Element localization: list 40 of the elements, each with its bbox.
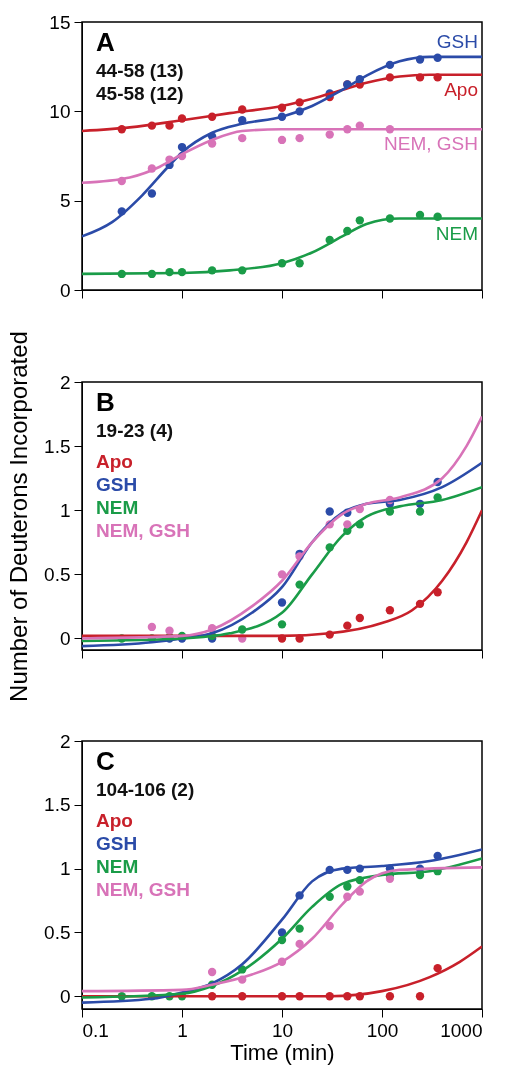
text: NEM xyxy=(96,497,139,518)
y-tick-label: 10 xyxy=(49,100,71,122)
chart-title: B xyxy=(96,387,115,417)
text: NEM, GSH xyxy=(96,520,190,541)
y-tick-label: 0 xyxy=(59,279,71,301)
chart-title: C xyxy=(96,746,115,776)
annotation: 45-58 (12) xyxy=(96,83,184,104)
series-label: Apo xyxy=(444,78,478,100)
annotation: 104-106 (2) xyxy=(96,779,195,800)
text: NEM xyxy=(96,856,139,877)
text: Apo xyxy=(96,810,133,831)
y-tick-label: 0 xyxy=(59,627,71,649)
series-label: NEM, GSH xyxy=(384,133,478,155)
y-tick-label: 2 xyxy=(59,371,71,393)
y-tick-label: 0 xyxy=(59,985,71,1007)
y-tick-label: 5 xyxy=(59,190,71,212)
x-tick-label: 0.1 xyxy=(82,1019,109,1041)
x-axis-title: Time (min) xyxy=(230,1039,335,1065)
y-tick-label: 0.5 xyxy=(44,563,71,585)
series-label: NEM xyxy=(435,222,478,244)
x-tick-label: 1 xyxy=(177,1019,188,1041)
x-tick-label: 10 xyxy=(271,1019,294,1041)
y-tick-label: 1.5 xyxy=(44,435,71,457)
series-label: GSH xyxy=(436,30,478,52)
y-tick-label: 1 xyxy=(59,858,71,880)
text: GSH xyxy=(96,474,138,495)
y-axis-title: Number of Deuterons Incorporated xyxy=(5,331,33,702)
text: NEM, GSH xyxy=(96,879,190,900)
chart-title: A xyxy=(96,27,115,57)
x-tick-label: 100 xyxy=(366,1019,399,1041)
y-tick-label: 1.5 xyxy=(44,794,71,816)
x-tick-label: 1000 xyxy=(440,1019,483,1041)
y-tick-label: 1 xyxy=(59,499,71,521)
annotation: 19-23 (4) xyxy=(96,420,174,441)
y-tick-label: 0.5 xyxy=(44,921,71,943)
y-tick-label: 15 xyxy=(49,11,71,33)
annotation: 44-58 (13) xyxy=(96,60,184,81)
y-tick-label: 2 xyxy=(59,730,71,752)
text: Apo xyxy=(96,451,133,472)
text: GSH xyxy=(96,833,138,854)
